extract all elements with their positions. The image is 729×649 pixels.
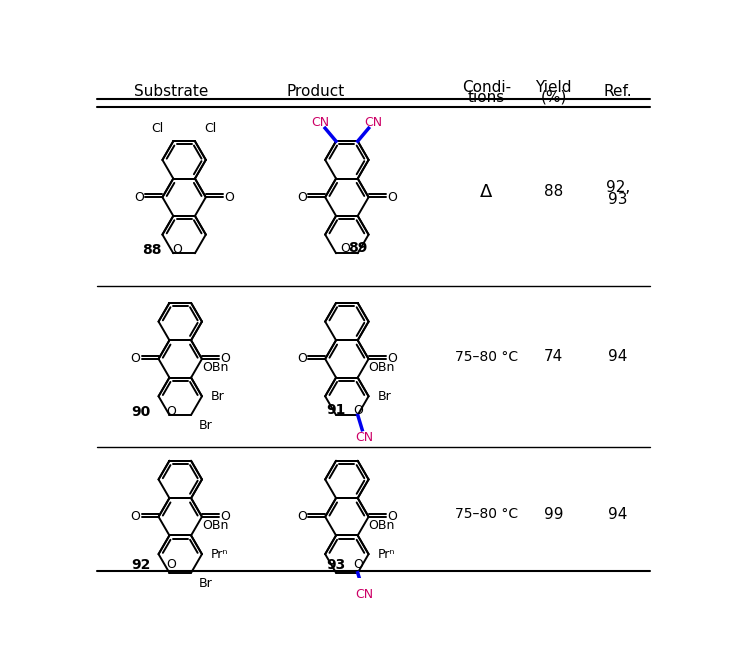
Text: 75–80 °C: 75–80 °C: [455, 350, 518, 363]
Text: 89: 89: [348, 241, 367, 256]
Text: O: O: [353, 404, 362, 417]
Text: O: O: [297, 352, 307, 365]
Text: O: O: [297, 191, 307, 204]
Text: OBn: OBn: [202, 361, 228, 374]
Text: OBn: OBn: [369, 361, 395, 374]
Text: O: O: [134, 191, 144, 204]
Text: 92: 92: [131, 558, 151, 572]
Text: Br: Br: [211, 390, 225, 403]
Text: Prⁿ: Prⁿ: [211, 548, 229, 561]
Text: 74: 74: [544, 349, 564, 364]
Text: Prⁿ: Prⁿ: [378, 548, 395, 561]
Text: Br: Br: [378, 390, 391, 403]
Text: O: O: [167, 558, 176, 571]
Text: 93: 93: [609, 192, 628, 207]
Text: O: O: [387, 510, 397, 523]
Text: O: O: [387, 191, 397, 204]
Text: Br: Br: [199, 577, 213, 590]
Text: O: O: [340, 242, 350, 255]
Text: 90: 90: [131, 405, 151, 419]
Text: 99: 99: [544, 507, 564, 522]
Text: 94: 94: [609, 507, 628, 522]
Text: Cl: Cl: [152, 122, 164, 135]
Text: O: O: [297, 510, 307, 523]
Text: CN: CN: [355, 589, 373, 602]
Text: O: O: [220, 352, 230, 365]
Text: (%): (%): [541, 90, 567, 104]
Text: CN: CN: [364, 116, 383, 129]
Text: Yield: Yield: [536, 80, 572, 95]
Text: O: O: [224, 191, 234, 204]
Text: 88: 88: [142, 243, 161, 257]
Text: 92,: 92,: [606, 180, 631, 195]
Text: O: O: [130, 510, 140, 523]
Text: O: O: [173, 243, 182, 256]
Text: O: O: [167, 405, 176, 418]
Text: 75–80 °C: 75–80 °C: [455, 508, 518, 521]
Text: O: O: [220, 510, 230, 523]
Text: Cl: Cl: [204, 122, 217, 135]
Text: OBn: OBn: [369, 519, 395, 532]
Text: tions: tions: [468, 90, 505, 104]
Text: 94: 94: [609, 349, 628, 364]
Text: Δ: Δ: [480, 183, 493, 201]
Text: 91: 91: [327, 403, 346, 417]
Text: CN: CN: [355, 430, 373, 443]
Text: O: O: [387, 352, 397, 365]
Text: CN: CN: [311, 116, 330, 129]
Text: 93: 93: [327, 558, 346, 572]
Text: Br: Br: [199, 419, 213, 432]
Text: OBn: OBn: [202, 519, 228, 532]
Text: Substrate: Substrate: [133, 84, 208, 99]
Text: O: O: [130, 352, 140, 365]
Text: Product: Product: [286, 84, 345, 99]
Text: 88: 88: [544, 184, 564, 199]
Text: Ref.: Ref.: [604, 84, 633, 99]
Text: Condi-: Condi-: [461, 80, 511, 95]
Text: O: O: [353, 558, 362, 571]
